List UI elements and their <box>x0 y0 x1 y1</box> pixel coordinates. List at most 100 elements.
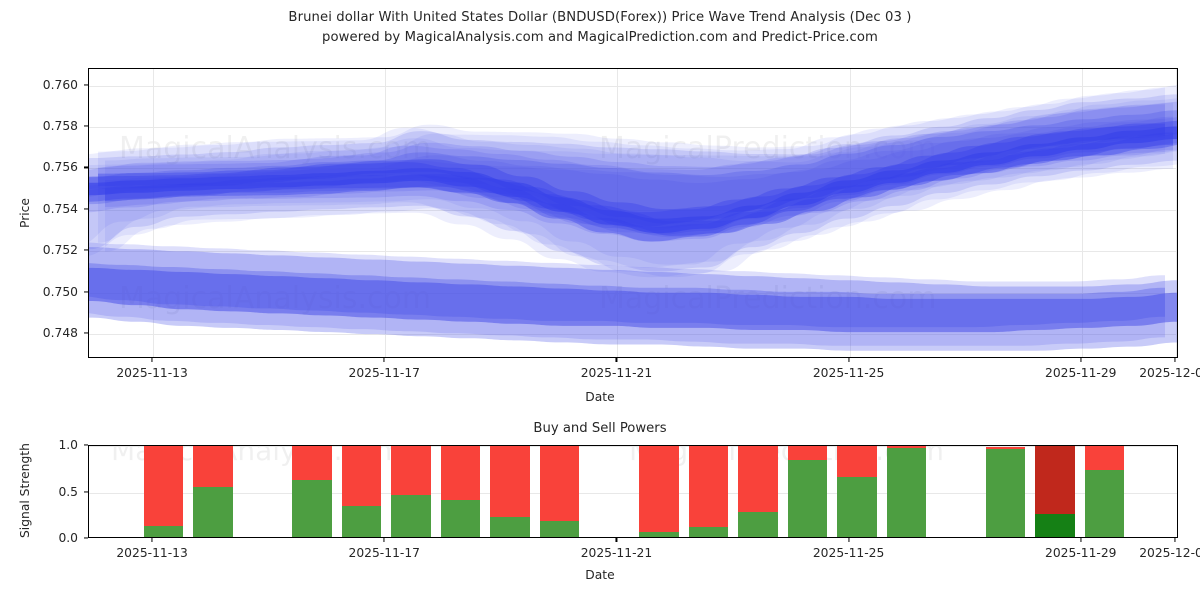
power-bar <box>1035 446 1075 537</box>
power-x-tick-label: 2025-12-01 <box>1139 546 1200 560</box>
power-bar-buy-segment <box>539 521 580 537</box>
price-x-tick-label: 2025-11-13 <box>116 366 188 380</box>
price-x-tick-mark <box>151 358 153 362</box>
power-bar <box>886 446 927 537</box>
price-x-tick-mark <box>383 358 385 362</box>
price-gridline-h <box>89 168 1177 170</box>
price-gridline-h <box>89 334 1177 336</box>
power-x-tick-label: 2025-11-17 <box>348 546 420 560</box>
price-wave-band-upper-band-mid <box>89 110 1177 235</box>
price-y-tick-label: 0.756 <box>42 160 78 175</box>
power-y-tick-mark <box>84 444 88 446</box>
price-y-tick-mark <box>84 208 88 210</box>
price-y-tick-mark <box>84 125 88 127</box>
price-wave-band-upper-band-mid <box>105 117 1177 238</box>
power-x-tick-mark <box>848 538 850 542</box>
power-x-tick-mark <box>151 538 153 542</box>
power-y-tick-label: 0.5 <box>58 484 78 499</box>
figure-title-line-2: powered by MagicalAnalysis.com and Magic… <box>322 30 878 45</box>
power-chart-title: Buy and Sell Powers <box>533 421 667 436</box>
price-wave-band-lower-band-core <box>89 263 1165 328</box>
power-bar-buy-segment <box>193 486 233 537</box>
figure-title-line-1: Brunei dollar With United States Dollar … <box>288 10 912 25</box>
price-x-axis-label: Date <box>585 390 615 404</box>
power-bar-buy-segment <box>837 476 877 537</box>
price-y-tick-mark <box>84 166 88 168</box>
price-gridline-v <box>153 69 155 357</box>
power-bar <box>292 446 332 537</box>
power-bar <box>688 446 729 537</box>
power-bar-buy-segment <box>292 480 332 537</box>
power-bar-buy-segment <box>886 447 927 537</box>
power-x-tick-label: 2025-11-21 <box>580 546 653 560</box>
price-gridline-v <box>1081 69 1083 357</box>
power-bar <box>638 446 679 537</box>
price-wave-band-upper-band-mid <box>89 104 1165 232</box>
power-bar-sell-segment <box>738 446 778 512</box>
power-gridline-h <box>89 446 1177 447</box>
power-bar <box>787 446 828 537</box>
power-bar <box>985 446 1026 537</box>
power-bar-buy-segment <box>391 495 431 537</box>
price-gridline-v <box>1175 69 1177 357</box>
price-x-tick-label: 2025-11-21 <box>580 366 653 380</box>
power-bar <box>341 446 382 537</box>
power-bar-buy-segment <box>985 448 1026 537</box>
price-wave-band-upper-band-outer <box>89 94 1177 272</box>
power-bar <box>1084 446 1125 537</box>
price-wave-band-upper-band-outer <box>89 102 1173 278</box>
power-bar-sell-segment <box>638 446 679 533</box>
power-bar-buy-segment <box>1084 470 1125 537</box>
price-y-tick-label: 0.758 <box>42 119 78 133</box>
power-bar-buy-segment <box>1035 513 1075 537</box>
power-bar <box>391 446 431 537</box>
buy-sell-powers-plot-area: MagicalAnalysis.com MagicalPrediction.co… <box>88 445 1178 538</box>
power-y-tick-mark <box>84 490 88 493</box>
price-y-axis-label: Price <box>18 198 32 228</box>
price-y-tick-label: 0.754 <box>42 201 78 216</box>
price-x-tick-mark <box>1080 358 1082 362</box>
power-x-tick-mark <box>615 538 617 542</box>
power-x-tick-label: 2025-11-29 <box>1045 546 1117 560</box>
power-bar <box>193 446 233 537</box>
power-x-tick-mark <box>1174 538 1176 542</box>
power-y-axis-label: Signal Strength <box>18 443 32 538</box>
power-x-tick-label: 2025-11-13 <box>116 546 188 560</box>
power-bar-sell-segment <box>985 446 1026 449</box>
power-bar-sell-segment <box>539 446 580 522</box>
power-bar-sell-segment <box>391 446 431 496</box>
price-x-tick-label: 2025-11-17 <box>348 366 420 380</box>
power-x-axis-label: Date <box>585 568 615 582</box>
power-bar-sell-segment <box>787 446 828 460</box>
price-gridline-h <box>89 209 1177 211</box>
price-x-tick-label: 2025-11-25 <box>812 366 885 380</box>
power-bar-sell-segment <box>1035 446 1075 514</box>
price-y-tick-mark <box>84 332 88 334</box>
power-bar-buy-segment <box>440 499 481 537</box>
price-y-tick-label: 0.752 <box>42 243 78 258</box>
price-wave-plot-area: MagicalAnalysis.com MagicalPrediction.co… <box>88 68 1178 358</box>
power-gridline-h <box>89 492 1177 494</box>
price-x-tick-label: 2025-12-01 <box>1139 366 1200 380</box>
power-bar-sell-segment <box>688 446 729 527</box>
price-gridline-h <box>89 127 1177 128</box>
power-bar-buy-segment <box>688 526 729 537</box>
power-bar-buy-segment <box>341 506 382 537</box>
price-y-tick-mark <box>84 84 88 86</box>
power-bar <box>738 446 778 537</box>
power-bar-sell-segment <box>341 446 382 507</box>
power-bar-sell-segment <box>837 446 877 477</box>
price-wave-band-upper-band-mid <box>89 116 1173 242</box>
power-bar <box>440 446 481 537</box>
price-wave-band-upper-band-core <box>89 132 1173 242</box>
power-y-tick-label: 1.0 <box>58 438 78 452</box>
price-wave-band-upper-band-core <box>98 120 1177 224</box>
power-bar <box>539 446 580 537</box>
price-x-tick-mark <box>615 358 617 362</box>
power-x-tick-mark <box>1080 538 1082 542</box>
power-y-tick-mark <box>84 537 88 539</box>
power-bar <box>143 446 184 537</box>
price-gridline-h <box>89 251 1177 253</box>
power-y-tick-label: 0.0 <box>58 531 78 545</box>
